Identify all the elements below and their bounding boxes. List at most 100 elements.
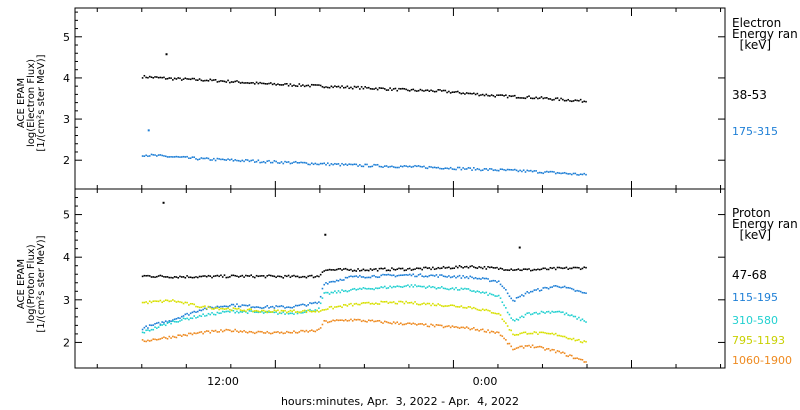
proton-series-1-point xyxy=(476,277,479,280)
proton-series-3-point xyxy=(344,304,347,306)
proton-series-4-point xyxy=(225,328,228,331)
electron-series-0-point xyxy=(351,87,354,90)
electron-series-0-point xyxy=(359,88,361,90)
electron-series-1-point xyxy=(478,168,480,171)
proton-series-1-point xyxy=(316,302,318,305)
proton-series-3-point xyxy=(330,305,333,308)
proton-series-3-point xyxy=(416,303,418,305)
proton-series-1-point xyxy=(221,305,224,308)
proton-series-0-point xyxy=(154,276,156,279)
proton-series-0-point xyxy=(202,275,204,277)
proton-series-1-point xyxy=(433,275,436,277)
electron-series-0-point xyxy=(166,77,169,80)
proton-series-4-point xyxy=(262,332,265,334)
proton-series-0-point xyxy=(182,276,185,278)
proton-series-2-point xyxy=(416,285,418,288)
electron-legend-title: Electron Energy ran [keV] xyxy=(732,16,798,52)
electron-series-1-point xyxy=(412,165,415,168)
proton-series-4-point xyxy=(293,330,295,332)
proton-series-1-point xyxy=(392,274,395,276)
proton-series-4-point xyxy=(156,338,158,341)
electron-series-1-point xyxy=(161,154,163,157)
proton-series-0-point xyxy=(458,264,461,267)
proton-series-0-point xyxy=(294,275,297,278)
proton-series-1-point xyxy=(538,290,541,292)
proton-series-1-point xyxy=(417,274,420,276)
proton-series-3-point xyxy=(546,332,548,335)
proton-series-3-point xyxy=(428,302,431,305)
proton-series-3-point xyxy=(551,332,553,335)
proton-series-2-point xyxy=(246,312,249,314)
proton-series-1-point xyxy=(177,317,179,319)
proton-series-4-point xyxy=(271,332,274,335)
proton-series-1-point xyxy=(152,324,155,326)
proton-series-0-point xyxy=(214,275,217,277)
proton-series-4-point xyxy=(177,334,179,336)
proton-series-3-point xyxy=(294,311,297,314)
proton-series-4-point xyxy=(204,331,206,333)
electron-series-0-point xyxy=(449,92,452,94)
electron-series-1-point xyxy=(314,162,317,165)
proton-series-1-point xyxy=(293,305,295,308)
proton-series-4-point xyxy=(275,331,277,334)
proton-series-3-point xyxy=(141,301,144,304)
proton-series-2-point xyxy=(332,291,334,294)
electron-series-0-point xyxy=(483,94,486,97)
proton-series-1-point xyxy=(469,275,472,278)
electron-series-1-point xyxy=(287,161,290,163)
proton-series-2-point xyxy=(387,287,390,289)
proton-series-3-point xyxy=(562,335,564,338)
electron-series-0-point xyxy=(517,96,520,99)
proton-series-0-point xyxy=(150,276,153,278)
electron-series-0-point xyxy=(497,94,500,97)
proton-series-2-point xyxy=(540,310,543,313)
proton-series-1-point xyxy=(303,304,306,306)
electron-series-0-point xyxy=(282,84,285,86)
proton-series-4-point xyxy=(513,348,516,350)
electron-series-0-point xyxy=(298,83,301,85)
proton-series-1-point xyxy=(148,324,151,326)
proton-series-2-point xyxy=(512,319,514,321)
proton-series-4-point xyxy=(510,345,513,348)
proton-series-3-point xyxy=(264,310,267,313)
proton-series-0-point xyxy=(264,276,267,279)
electron-series-0-point xyxy=(496,94,498,96)
electron-series-1-point xyxy=(293,161,295,164)
proton-series-2-point xyxy=(400,285,402,288)
proton-series-2-point xyxy=(551,310,553,313)
electron-series-1-point xyxy=(141,155,144,157)
electron-series-1-point xyxy=(364,163,366,166)
proton-series-1-point xyxy=(154,323,156,325)
electron-series-0-point xyxy=(554,97,557,100)
proton-series-0-point xyxy=(241,274,244,277)
proton-series-0-point xyxy=(195,276,197,278)
proton-series-4-point xyxy=(173,336,176,338)
proton-series-2-point xyxy=(366,288,368,290)
proton-series-2-point xyxy=(205,314,208,317)
electron-series-1-point xyxy=(296,162,299,164)
proton-series-4-point xyxy=(168,335,171,338)
electron-series-1-point xyxy=(501,168,504,171)
proton-series-1-point xyxy=(180,315,183,318)
electron-series-1-point xyxy=(414,164,416,167)
proton-series-0-point xyxy=(261,275,263,277)
proton-series-0-point xyxy=(273,275,276,278)
electron-series-0-point xyxy=(284,83,286,85)
proton-series-1-point xyxy=(519,295,521,298)
proton-series-2-point xyxy=(455,286,457,289)
electron-series-1-point xyxy=(405,165,407,167)
proton-series-3-point xyxy=(284,309,286,312)
proton-series-1-point xyxy=(225,305,228,308)
proton-series-3-point xyxy=(449,304,452,307)
electron-series-1-point xyxy=(439,167,441,170)
electron-series-1-point xyxy=(232,160,235,162)
electron-series-1-point xyxy=(353,163,356,166)
proton-series-2-point xyxy=(289,312,292,315)
proton-series-3-point xyxy=(528,332,530,335)
proton-series-0-point xyxy=(200,275,203,278)
proton-series-3-point xyxy=(560,335,562,337)
proton-series-3-point xyxy=(364,302,366,304)
proton-series-0-point xyxy=(446,266,448,269)
proton-series-1-point xyxy=(465,276,468,278)
proton-series-0-point xyxy=(444,267,447,269)
